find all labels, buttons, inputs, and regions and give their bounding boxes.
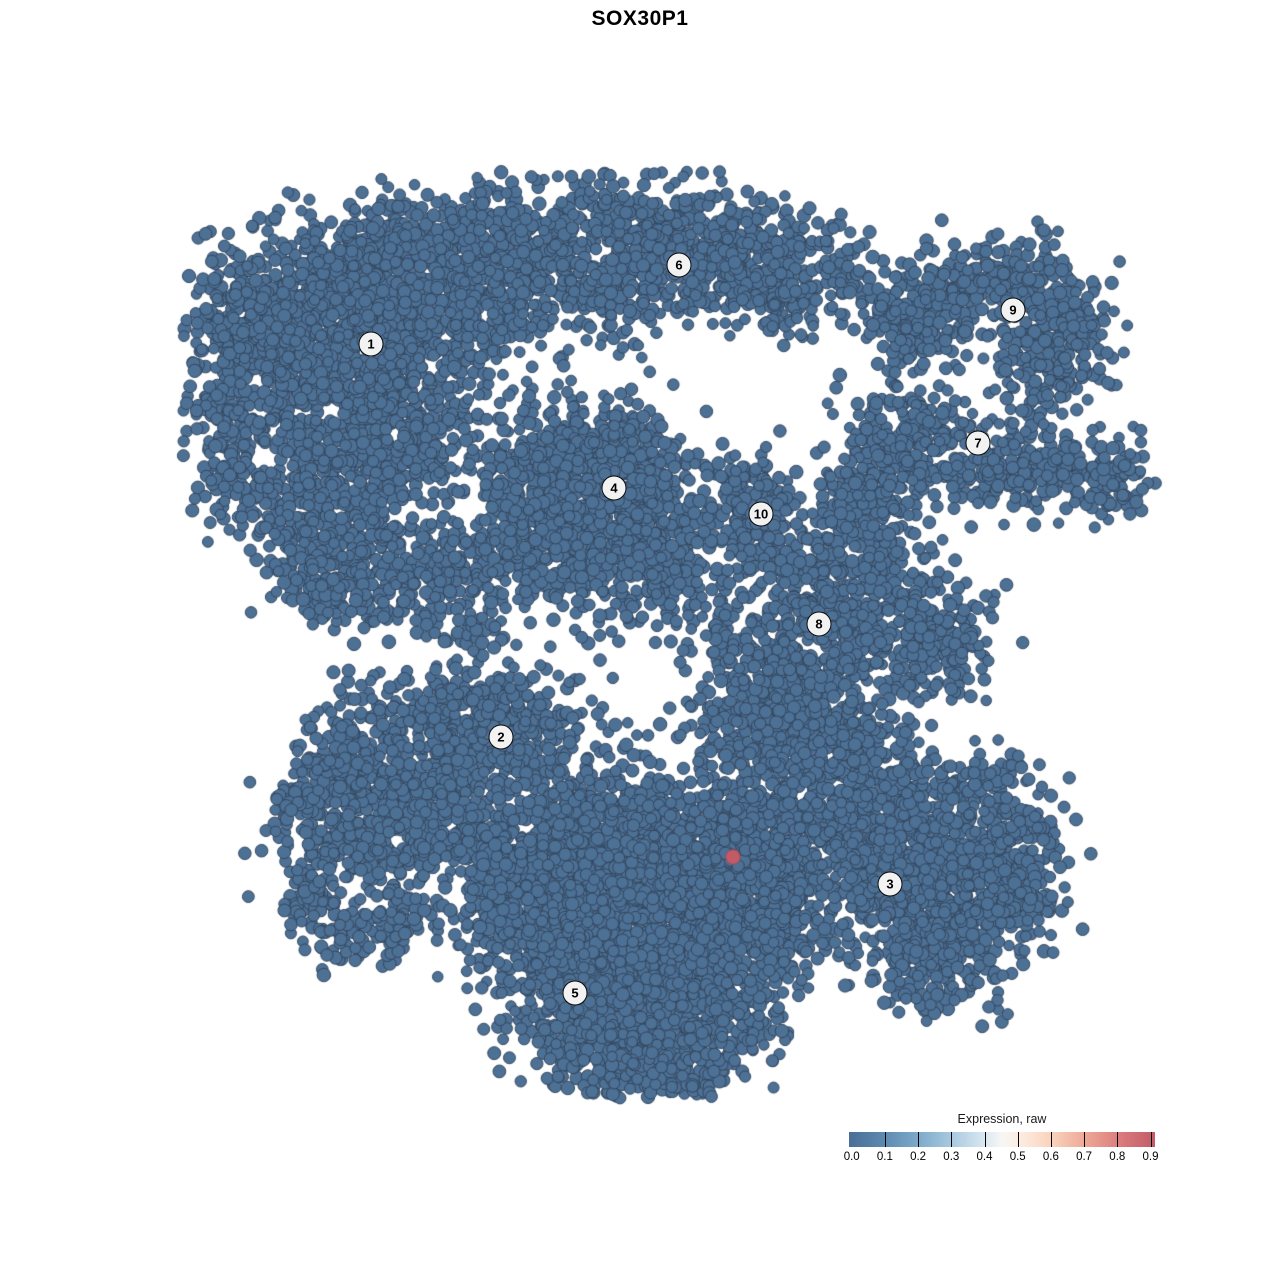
legend-tick-line bbox=[1150, 1132, 1152, 1147]
legend-tick-line bbox=[1084, 1132, 1086, 1147]
legend-tick-line bbox=[884, 1132, 886, 1147]
expression-legend: Expression, raw 0.0 0.1 0.2 0.3 0.4 0.5 0.6 0.7… bbox=[844, 1112, 1159, 1170]
legend-tick-label: 0.0 bbox=[843, 1151, 860, 1163]
legend-tick-label: 0.1 bbox=[876, 1151, 893, 1163]
legend-tick-line bbox=[1050, 1132, 1052, 1147]
legend-tick-label: 0.4 bbox=[976, 1151, 993, 1163]
legend-tick-line bbox=[984, 1132, 986, 1147]
legend-tick-line bbox=[1117, 1132, 1119, 1147]
legend-tick-label: 0.3 bbox=[943, 1151, 960, 1163]
legend-tick-label: 0.2 bbox=[910, 1151, 927, 1163]
legend-tick-label: 0.9 bbox=[1142, 1151, 1159, 1163]
legend-tick-label: 0.8 bbox=[1109, 1151, 1126, 1163]
legend-title: Expression, raw bbox=[957, 1112, 1047, 1126]
legend-tick-line bbox=[951, 1132, 953, 1147]
legend-tick-label: 0.6 bbox=[1042, 1151, 1059, 1163]
legend-tick-line bbox=[918, 1132, 920, 1147]
legend-gradient-bar bbox=[849, 1132, 1155, 1147]
legend-tick-label: 0.7 bbox=[1076, 1151, 1093, 1163]
legend-tick-line bbox=[1017, 1132, 1019, 1147]
legend-tick-label: 0.5 bbox=[1009, 1151, 1026, 1163]
